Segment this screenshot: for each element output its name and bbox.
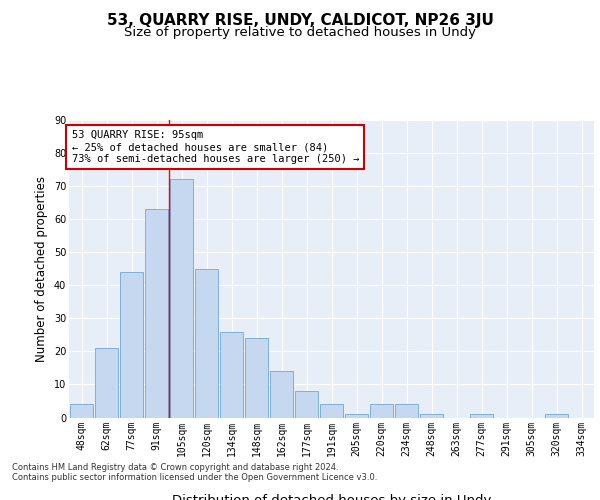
Bar: [119, 272, 143, 418]
Bar: [220, 332, 244, 418]
Bar: [419, 414, 443, 418]
Bar: [320, 404, 343, 417]
Text: Contains HM Land Registry data © Crown copyright and database right 2024.
Contai: Contains HM Land Registry data © Crown c…: [12, 462, 377, 482]
Bar: [70, 404, 94, 417]
Bar: [395, 404, 418, 417]
Bar: [470, 414, 493, 418]
Bar: [194, 269, 218, 418]
Bar: [95, 348, 118, 418]
Text: 53 QUARRY RISE: 95sqm
← 25% of detached houses are smaller (84)
73% of semi-deta: 53 QUARRY RISE: 95sqm ← 25% of detached …: [71, 130, 359, 164]
Bar: [295, 391, 319, 417]
Bar: [370, 404, 394, 417]
Bar: [269, 371, 293, 418]
Bar: [245, 338, 268, 417]
X-axis label: Distribution of detached houses by size in Undy: Distribution of detached houses by size …: [172, 494, 491, 500]
Text: 53, QUARRY RISE, UNDY, CALDICOT, NP26 3JU: 53, QUARRY RISE, UNDY, CALDICOT, NP26 3J…: [107, 12, 493, 28]
Bar: [145, 209, 169, 418]
Y-axis label: Number of detached properties: Number of detached properties: [35, 176, 48, 362]
Bar: [344, 414, 368, 418]
Bar: [170, 180, 193, 418]
Text: Size of property relative to detached houses in Undy: Size of property relative to detached ho…: [124, 26, 476, 39]
Bar: [545, 414, 568, 418]
